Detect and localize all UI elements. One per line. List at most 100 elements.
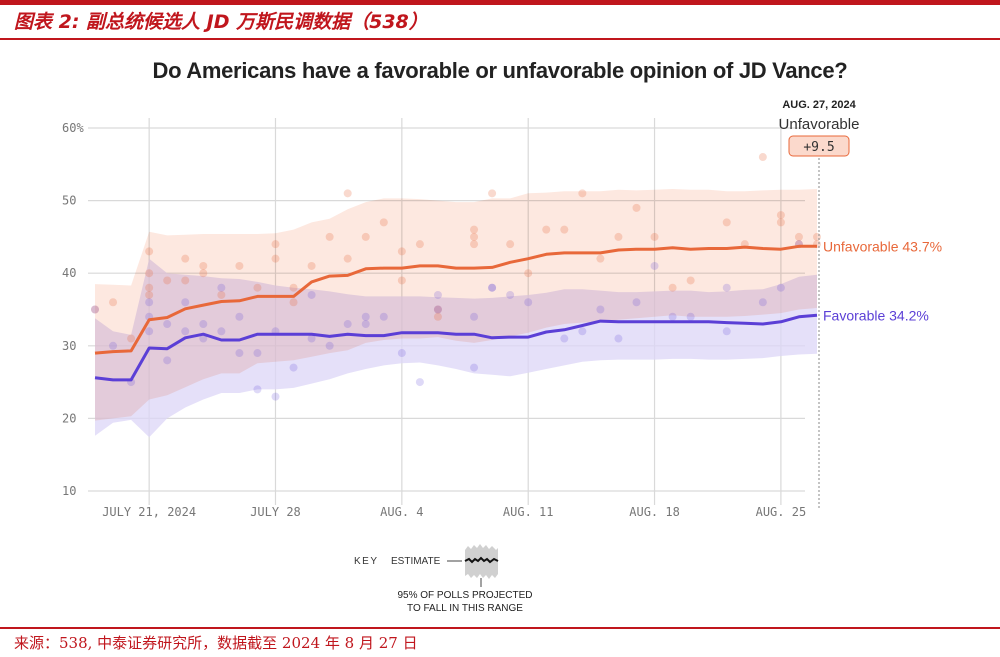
unfavorable-poll-dot [776,218,785,227]
unfavorable-poll-dot [145,247,154,256]
unfavorable-poll-dot [813,232,821,241]
unfavorable-poll-dot [470,225,479,234]
unfavorable-poll-dot [379,218,388,227]
x-tick-label: AUG. 4 [380,505,423,519]
favorable-poll-dot [181,327,190,336]
unfavorable-poll-dot [199,261,208,270]
favorable-poll-dot [253,385,262,394]
unfavorable-poll-dot [560,225,569,234]
margin-value: +9.5 [803,140,834,155]
favorable-poll-dot [560,334,569,343]
unfavorable-poll-dot [217,290,226,299]
unfavorable-poll-dot [596,254,605,263]
unfavorable-poll-dot [181,254,190,263]
unfavorable-poll-dot [91,305,99,314]
unfavorable-poll-dot [506,240,515,249]
y-tick-label: 20 [62,411,76,425]
favorable-poll-dot [181,298,190,307]
margin-badge [788,135,850,157]
key-estimate-label: ESTIMATE [391,556,441,567]
band-layer [95,189,817,438]
favorable-poll-dot [271,392,280,401]
unfavorable-poll-dot [289,298,298,307]
unfavorable-poll-dot [650,232,659,241]
favorable-poll-dot [361,312,370,321]
unfavorable-poll-dot [127,334,136,343]
annotation-date: AUG. 27, 2024 [782,99,856,111]
unfavorable-range-band [95,189,817,421]
unfavorable-poll-dot [415,240,424,249]
favorable-poll-dot [217,327,226,336]
favorable-poll-dot [614,334,623,343]
favorable-poll-dot [361,320,370,329]
line-layer [94,244,818,382]
axis-layer: 10 20 30 40 50 60% JULY 21, 2024 JULY 28 AUG. 4 A… [62,121,806,519]
top-rule [0,0,1000,5]
unfavorable-poll-dot [542,225,551,234]
favorable-poll-dot [163,356,172,365]
unfavorable-poll-dot [163,276,172,285]
favorable-poll-dot [668,312,677,321]
favorable-poll-dot [776,283,785,292]
unfavorable-poll-dot [235,261,244,270]
favorable-poll-dot [145,327,154,336]
y-tick-label: 10 [62,484,76,498]
favorable-poll-dot [217,283,226,292]
key-range-swatch [465,544,498,579]
favorable-poll-dot [307,334,316,343]
unfavorable-poll-dot [632,203,641,212]
favorable-poll-dot [686,312,695,321]
chart-key: KEY ESTIMATE 95% OF POLLS PROJECTED TO F… [354,544,533,614]
unfavorable-poll-dot [109,298,118,307]
favorable-line [94,313,818,382]
unfavorable-poll-dot [578,189,587,198]
unfavorable-poll-dot [271,254,280,263]
favorable-poll-dot [578,327,587,336]
favorable-poll-dot [163,320,172,329]
unfavorable-poll-dot [145,269,154,278]
favorable-poll-dot [199,320,208,329]
favorable-poll-dot [235,349,244,358]
x-tick-label: AUG. 25 [756,505,807,519]
unfavorable-poll-dot [289,283,298,292]
unfavorable-poll-dot [614,232,623,241]
favorable-poll-dot [289,363,298,372]
y-tick-label: 50 [62,194,76,208]
unfavorable-poll-dot [307,261,316,270]
y-tick-label: 40 [62,266,76,280]
bottom-rule [0,627,1000,629]
source-note: 来源：538, 中泰证券研究所，数据截至 2024 年 8 月 27 日 [14,634,418,652]
unfavorable-poll-dot [524,269,533,278]
figure-title: 图表 2: 副总统候选人 JD 万斯民调数据（538） [14,11,428,33]
unfavorable-poll-dot [722,218,731,227]
unfavorable-poll-dot [343,254,352,263]
unfavorable-poll-dot [343,189,352,198]
unfavorable-poll-dot [145,290,154,299]
unfavorable-poll-dot [325,232,334,241]
unfavorable-poll-dot [181,276,190,285]
unfavorable-poll-dot [199,269,208,278]
favorable-poll-dot [488,283,497,292]
favorable-poll-dot [596,305,605,314]
key-range-note-1: 95% OF POLLS PROJECTED [397,590,532,601]
annotation-series: Unfavorable [779,116,860,133]
favorable-poll-dot [91,305,99,314]
favorable-poll-dot [199,334,208,343]
favorable-poll-dot [307,290,316,299]
unfavorable-poll-dot [470,232,479,241]
favorable-poll-dot [433,305,442,314]
x-tick-label: JULY 21, 2024 [102,505,196,519]
y-tick-label: 60% [62,121,84,135]
unfavorable-poll-dot [253,283,262,292]
key-label: KEY [354,556,379,567]
favorable-poll-dot [145,298,154,307]
unfavorable-poll-dot [271,240,280,249]
favorable-poll-dot [758,298,767,307]
unfavorable-line [94,244,817,355]
chart-title: Do Americans have a favorable or unfavor… [152,58,848,83]
favorable-poll-dot [343,320,352,329]
unfavorable-poll-dot [794,232,803,241]
annotation-layer: AUG. 27, 2024 Unfavorable +9.5 Unfavorab… [779,99,942,510]
y-tick-label: 30 [62,339,76,353]
favorable-poll-dot [325,341,334,350]
